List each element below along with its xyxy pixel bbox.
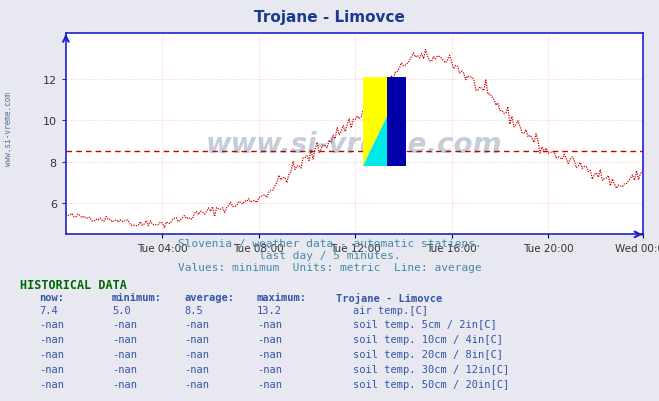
Text: last day / 5 minutes.: last day / 5 minutes. (258, 251, 401, 261)
Text: 5.0: 5.0 (112, 305, 130, 315)
Text: -nan: -nan (40, 379, 65, 389)
Text: -nan: -nan (257, 349, 282, 359)
Text: www.si-vreme.com: www.si-vreme.com (4, 91, 13, 165)
Text: -nan: -nan (185, 379, 210, 389)
Text: 7.4: 7.4 (40, 305, 58, 315)
Text: now:: now: (40, 293, 65, 303)
Text: -nan: -nan (257, 334, 282, 344)
Text: -nan: -nan (112, 320, 137, 330)
Text: -nan: -nan (40, 334, 65, 344)
Text: -nan: -nan (40, 349, 65, 359)
Polygon shape (363, 78, 406, 166)
Text: air temp.[C]: air temp.[C] (353, 305, 428, 315)
Text: soil temp. 50cm / 20in[C]: soil temp. 50cm / 20in[C] (353, 379, 509, 389)
Text: maximum:: maximum: (257, 293, 307, 303)
Text: -nan: -nan (40, 320, 65, 330)
Text: 13.2: 13.2 (257, 305, 282, 315)
Text: average:: average: (185, 293, 235, 303)
Text: -nan: -nan (257, 320, 282, 330)
Text: Trojane - Limovce: Trojane - Limovce (254, 10, 405, 25)
Polygon shape (363, 78, 406, 166)
Text: -nan: -nan (112, 364, 137, 374)
Text: -nan: -nan (185, 364, 210, 374)
Text: -nan: -nan (40, 364, 65, 374)
Text: 8.5: 8.5 (185, 305, 203, 315)
Text: Trojane - Limovce: Trojane - Limovce (336, 293, 442, 304)
Polygon shape (387, 78, 406, 166)
Text: soil temp. 30cm / 12in[C]: soil temp. 30cm / 12in[C] (353, 364, 509, 374)
Text: Slovenia / weather data - automatic stations.: Slovenia / weather data - automatic stat… (178, 239, 481, 249)
Text: -nan: -nan (257, 379, 282, 389)
Text: -nan: -nan (257, 364, 282, 374)
Text: www.si-vreme.com: www.si-vreme.com (206, 130, 502, 158)
Text: HISTORICAL DATA: HISTORICAL DATA (20, 279, 127, 292)
Text: -nan: -nan (185, 349, 210, 359)
Text: soil temp. 20cm / 8in[C]: soil temp. 20cm / 8in[C] (353, 349, 503, 359)
Text: soil temp. 10cm / 4in[C]: soil temp. 10cm / 4in[C] (353, 334, 503, 344)
Text: -nan: -nan (185, 320, 210, 330)
Text: -nan: -nan (185, 334, 210, 344)
Text: -nan: -nan (112, 334, 137, 344)
Text: minimum:: minimum: (112, 293, 162, 303)
Text: -nan: -nan (112, 379, 137, 389)
Text: soil temp. 5cm / 2in[C]: soil temp. 5cm / 2in[C] (353, 320, 496, 330)
Text: -nan: -nan (112, 349, 137, 359)
Text: Values: minimum  Units: metric  Line: average: Values: minimum Units: metric Line: aver… (178, 263, 481, 273)
